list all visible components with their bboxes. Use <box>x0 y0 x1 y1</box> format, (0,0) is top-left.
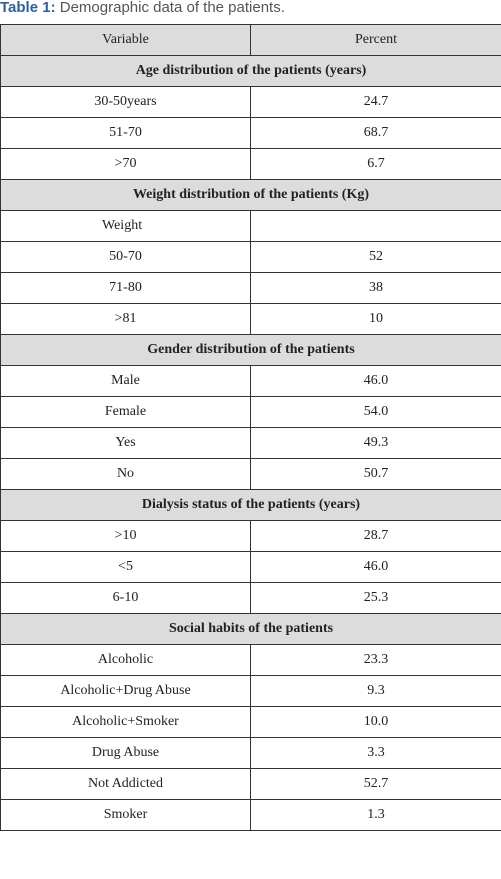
cell-variable: No <box>0 458 251 490</box>
cell-percent: 3.3 <box>250 737 501 769</box>
cell-percent: 52 <box>250 241 501 273</box>
header-percent: Percent <box>250 24 501 56</box>
cell-variable: Smoker <box>0 799 251 831</box>
table-row: No 50.7 <box>0 458 501 490</box>
cell-variable: >10 <box>0 520 251 552</box>
cell-percent: 50.7 <box>250 458 501 490</box>
cell-variable: >81 <box>0 303 251 335</box>
cell-percent: 10.0 <box>250 706 501 738</box>
table-row: Female 54.0 <box>0 396 501 428</box>
table-row: <5 46.0 <box>0 551 501 583</box>
cell-percent: 49.3 <box>250 427 501 459</box>
cell-variable: 30-50years <box>0 86 251 118</box>
table-row: Alcoholic+Smoker 10.0 <box>0 706 501 738</box>
table-row: >81 10 <box>0 303 501 335</box>
cell-percent: 28.7 <box>250 520 501 552</box>
cell-percent: 10 <box>250 303 501 335</box>
cell-variable: Alcoholic+Smoker <box>0 706 251 738</box>
header-variable: Variable <box>0 24 251 56</box>
section-header-row: Weight distribution of the patients (Kg) <box>0 179 501 211</box>
cell-percent: 25.3 <box>250 582 501 614</box>
table-row: 30-50years 24.7 <box>0 86 501 118</box>
cell-percent: 38 <box>250 272 501 304</box>
cell-variable: Yes <box>0 427 251 459</box>
cell-variable: 71-80 <box>0 272 251 304</box>
demographic-table: Variable Percent Age distribution of the… <box>0 24 501 831</box>
cell-percent <box>250 210 501 242</box>
table-row: Alcoholic 23.3 <box>0 644 501 676</box>
table-row: 51-70 68.7 <box>0 117 501 149</box>
table-caption-text: Demographic data of the patients. <box>55 0 285 16</box>
section-header-row: Gender distribution of the patients <box>0 334 501 366</box>
section-title: Social habits of the patients <box>0 613 501 645</box>
table-row: 6-10 25.3 <box>0 582 501 614</box>
section-title: Weight distribution of the patients (Kg) <box>0 179 501 211</box>
cell-percent: 1.3 <box>250 799 501 831</box>
cell-percent: 24.7 <box>250 86 501 118</box>
table-caption-label: Table 1: <box>0 0 56 16</box>
table-row: >10 28.7 <box>0 520 501 552</box>
table-caption: Table 1: Demographic data of the patient… <box>0 0 501 22</box>
cell-percent: 46.0 <box>250 365 501 397</box>
section-title: Dialysis status of the patients (years) <box>0 489 501 521</box>
table-row: 50-70 52 <box>0 241 501 273</box>
table-body: Age distribution of the patients (years)… <box>0 55 501 831</box>
cell-variable: Male <box>0 365 251 397</box>
cell-variable: Alcoholic+Drug Abuse <box>0 675 251 707</box>
section-header-row: Age distribution of the patients (years) <box>0 55 501 87</box>
table-row: Weight <box>0 210 501 242</box>
section-title: Age distribution of the patients (years) <box>0 55 501 87</box>
cell-percent: 54.0 <box>250 396 501 428</box>
table-header-row: Variable Percent <box>0 24 501 56</box>
section-title: Gender distribution of the patients <box>0 334 501 366</box>
cell-percent: 68.7 <box>250 117 501 149</box>
cell-percent: 9.3 <box>250 675 501 707</box>
table-row: >70 6.7 <box>0 148 501 180</box>
table-row: Male 46.0 <box>0 365 501 397</box>
cell-variable: <5 <box>0 551 251 583</box>
table-row: Smoker 1.3 <box>0 799 501 831</box>
table-row: Not Addicted 52.7 <box>0 768 501 800</box>
cell-variable: 51-70 <box>0 117 251 149</box>
section-header-row: Dialysis status of the patients (years) <box>0 489 501 521</box>
table-row: Alcoholic+Drug Abuse 9.3 <box>0 675 501 707</box>
cell-variable: Alcoholic <box>0 644 251 676</box>
cell-variable: 6-10 <box>0 582 251 614</box>
cell-variable: Female <box>0 396 251 428</box>
cell-percent: 52.7 <box>250 768 501 800</box>
section-header-row: Social habits of the patients <box>0 613 501 645</box>
cell-variable: >70 <box>0 148 251 180</box>
cell-percent: 6.7 <box>250 148 501 180</box>
table-row: Yes 49.3 <box>0 427 501 459</box>
table-row: Drug Abuse 3.3 <box>0 737 501 769</box>
cell-percent: 23.3 <box>250 644 501 676</box>
cell-percent: 46.0 <box>250 551 501 583</box>
cell-variable: Not Addicted <box>0 768 251 800</box>
cell-variable: 50-70 <box>0 241 251 273</box>
cell-variable: Weight <box>0 210 251 242</box>
table-row: 71-80 38 <box>0 272 501 304</box>
cell-variable: Drug Abuse <box>0 737 251 769</box>
